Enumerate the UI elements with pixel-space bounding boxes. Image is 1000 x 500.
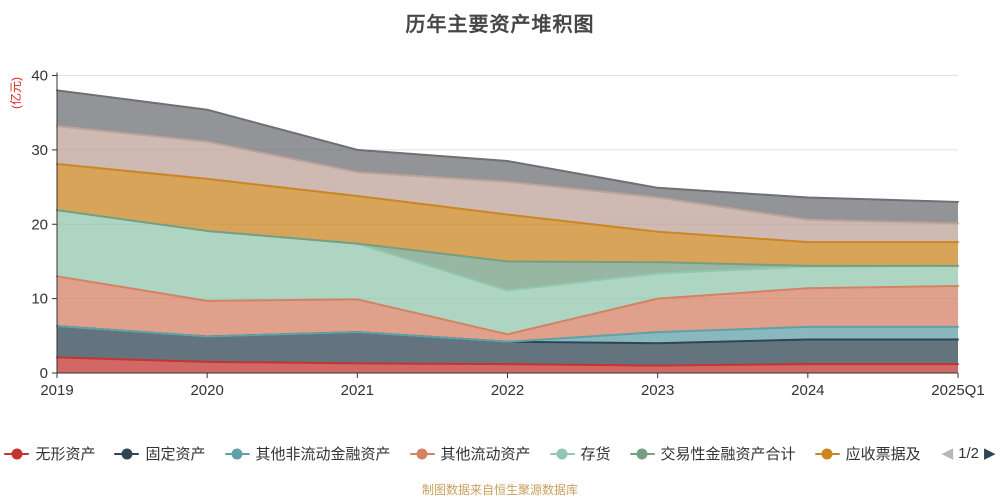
- legend-label: 交易性金融资产合计: [660, 446, 796, 463]
- line-series-其他流动资产: [56, 275, 959, 336]
- data-source-footer: 制图数据来自恒生聚源数据库: [421, 483, 578, 497]
- line-series-其他非流动金融资产: [56, 325, 959, 343]
- legend-item-其他流动资产[interactable]: 其他流动资产: [409, 443, 531, 464]
- area-series-page2-9[interactable]: [57, 90, 958, 224]
- legend-item-其他非流动金融资产[interactable]: 其他非流动金融资产: [224, 443, 391, 464]
- legend-line-dot-icon: [4, 447, 30, 461]
- legend-label: 应收票据及: [845, 446, 921, 463]
- line-series-交易性金融资产合计: [56, 209, 959, 267]
- y-tick-label-40: 40: [31, 68, 48, 85]
- line-series-无形资产: [56, 356, 959, 367]
- x-tick-label-2024: 2024: [791, 382, 824, 399]
- chart-title: 历年主要资产堆积图: [405, 14, 595, 36]
- legend-line-dot-icon: [814, 447, 840, 461]
- legend-item-交易性金融资产合计[interactable]: 交易性金融资产合计: [629, 443, 796, 464]
- area-series-无形资产[interactable]: [57, 357, 958, 373]
- legend-line-dot-icon: [409, 447, 435, 461]
- legend-pager: ◀ 1/2 ▶: [942, 445, 996, 462]
- legend-line-dot-icon: [224, 447, 250, 461]
- legend-line-dot-icon: [549, 447, 575, 461]
- y-tick-label-10: 10: [31, 291, 48, 308]
- x-tick-label-2020: 2020: [190, 382, 223, 399]
- legend-item-固定资产[interactable]: 固定资产: [114, 443, 206, 464]
- area-series-其他流动资产[interactable]: [57, 276, 958, 342]
- area-series-交易性金融资产合计[interactable]: [57, 210, 958, 291]
- line-series-page2-9: [56, 89, 959, 203]
- legend-item-存货[interactable]: 存货: [549, 443, 611, 464]
- legend-label: 其他流动资产: [440, 446, 531, 463]
- line-series-应收票据及: [56, 163, 959, 244]
- stacked-area-chart: 0 10 20 30 40 2019 2020 2021 2022 2023 2024 2025Q1 (…: [8, 68, 985, 400]
- x-tick-label-2019: 2019: [40, 382, 73, 399]
- y-tick-label-30: 30: [31, 142, 48, 159]
- area-series-page2-8[interactable]: [57, 126, 958, 243]
- legend-page-indicator: 1/2: [958, 445, 979, 462]
- legend-prev-page-icon[interactable]: ◀: [941, 445, 954, 462]
- legend-next-page-icon[interactable]: ▶: [983, 445, 996, 462]
- y-axis-unit-label: (亿元): [8, 77, 23, 109]
- x-tick-label-2021: 2021: [341, 382, 374, 399]
- legend-line-dot-icon: [114, 447, 140, 461]
- legend-item-应收票据及[interactable]: 应收票据及: [814, 443, 921, 464]
- x-tick-label-2023: 2023: [641, 382, 674, 399]
- line-series-page2-8: [56, 125, 959, 225]
- y-tick-label-20: 20: [31, 216, 48, 233]
- area-series-存货[interactable]: [57, 210, 958, 335]
- legend-label: 存货: [580, 446, 611, 463]
- legend-line-dot-icon: [629, 447, 655, 461]
- area-series-固定资产[interactable]: [57, 326, 958, 366]
- legend-item-无形资产[interactable]: 无形资产: [4, 443, 95, 464]
- x-tick-label-2022: 2022: [491, 382, 524, 399]
- legend: 无形资产 固定资产 其他非流动金融资产 其他流动资产 存货 交易性金融资产合计 应收票据及 ◀…: [0, 443, 1000, 464]
- legend-label: 无形资产: [35, 446, 96, 463]
- y-tick-label-0: 0: [40, 365, 48, 382]
- legend-label: 其他非流动金融资产: [255, 446, 391, 463]
- x-tick-label-2025Q1: 2025Q1: [931, 382, 984, 399]
- legend-label: 固定资产: [145, 446, 206, 463]
